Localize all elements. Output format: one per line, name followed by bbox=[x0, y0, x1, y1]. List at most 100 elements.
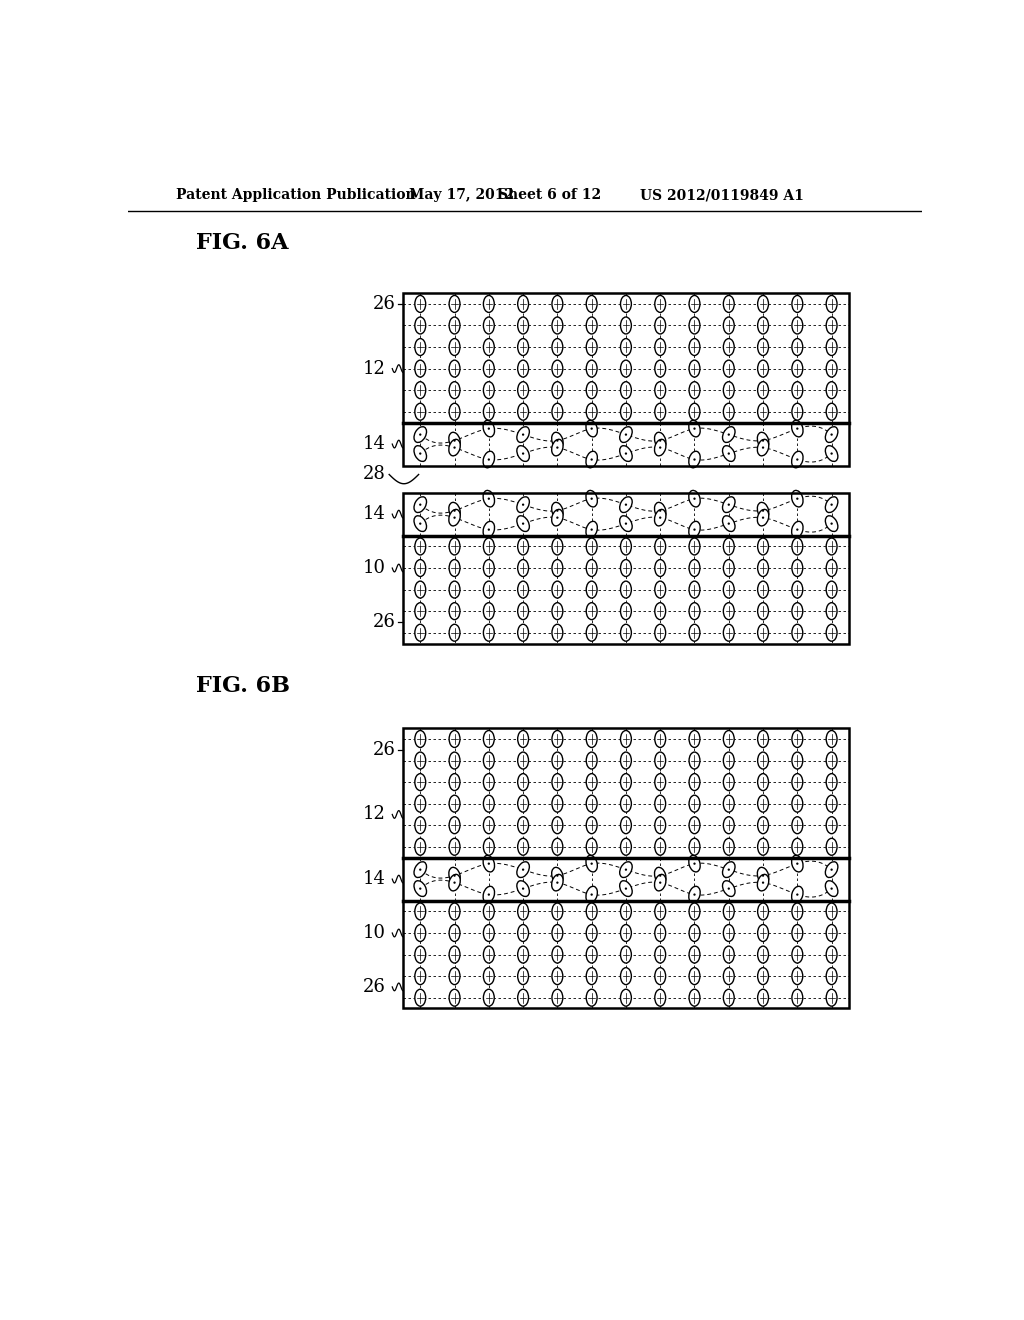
Ellipse shape bbox=[758, 296, 768, 313]
Ellipse shape bbox=[586, 317, 597, 334]
Ellipse shape bbox=[689, 774, 700, 791]
Ellipse shape bbox=[689, 560, 700, 577]
Ellipse shape bbox=[621, 946, 632, 964]
Circle shape bbox=[625, 869, 627, 871]
Ellipse shape bbox=[450, 296, 460, 313]
Circle shape bbox=[522, 433, 524, 436]
Ellipse shape bbox=[449, 432, 460, 449]
Circle shape bbox=[591, 528, 593, 531]
Circle shape bbox=[830, 433, 833, 436]
Ellipse shape bbox=[758, 440, 769, 455]
Ellipse shape bbox=[689, 817, 700, 834]
Circle shape bbox=[454, 440, 456, 442]
Ellipse shape bbox=[415, 968, 426, 985]
Ellipse shape bbox=[415, 539, 426, 554]
Ellipse shape bbox=[450, 838, 460, 855]
Ellipse shape bbox=[758, 503, 769, 519]
Ellipse shape bbox=[586, 451, 597, 467]
Ellipse shape bbox=[450, 968, 460, 985]
Ellipse shape bbox=[792, 491, 803, 507]
Ellipse shape bbox=[826, 752, 837, 770]
Text: May 17, 2012: May 17, 2012 bbox=[409, 189, 514, 202]
Circle shape bbox=[419, 433, 422, 436]
Circle shape bbox=[830, 869, 833, 871]
Ellipse shape bbox=[758, 968, 768, 985]
Ellipse shape bbox=[449, 503, 460, 519]
Ellipse shape bbox=[415, 989, 426, 1006]
Ellipse shape bbox=[415, 774, 426, 791]
Ellipse shape bbox=[483, 491, 495, 507]
Text: 14: 14 bbox=[364, 506, 386, 523]
Ellipse shape bbox=[758, 924, 768, 941]
Ellipse shape bbox=[450, 338, 460, 355]
Circle shape bbox=[454, 874, 456, 876]
Ellipse shape bbox=[792, 624, 803, 642]
Ellipse shape bbox=[518, 903, 528, 920]
Ellipse shape bbox=[483, 560, 495, 577]
Ellipse shape bbox=[518, 795, 528, 812]
Circle shape bbox=[728, 869, 730, 871]
Text: 12: 12 bbox=[364, 359, 386, 378]
Ellipse shape bbox=[415, 404, 426, 420]
Ellipse shape bbox=[483, 855, 495, 873]
Ellipse shape bbox=[792, 560, 803, 577]
Circle shape bbox=[487, 862, 490, 865]
Ellipse shape bbox=[689, 903, 700, 920]
Ellipse shape bbox=[654, 774, 666, 791]
Ellipse shape bbox=[586, 539, 597, 554]
Ellipse shape bbox=[654, 903, 666, 920]
Ellipse shape bbox=[792, 296, 803, 313]
Ellipse shape bbox=[654, 603, 666, 619]
Circle shape bbox=[419, 453, 422, 454]
Text: 28: 28 bbox=[364, 466, 386, 483]
Ellipse shape bbox=[518, 560, 528, 577]
Ellipse shape bbox=[450, 624, 460, 642]
Ellipse shape bbox=[792, 795, 803, 812]
Ellipse shape bbox=[723, 603, 734, 619]
Ellipse shape bbox=[620, 516, 632, 532]
Ellipse shape bbox=[758, 338, 768, 355]
Circle shape bbox=[797, 498, 799, 500]
Ellipse shape bbox=[483, 624, 495, 642]
Ellipse shape bbox=[826, 903, 837, 920]
Circle shape bbox=[556, 882, 558, 884]
Ellipse shape bbox=[758, 404, 768, 420]
Ellipse shape bbox=[621, 404, 632, 420]
Circle shape bbox=[625, 887, 627, 890]
Ellipse shape bbox=[654, 874, 666, 891]
Ellipse shape bbox=[621, 989, 632, 1006]
Ellipse shape bbox=[621, 774, 632, 791]
Circle shape bbox=[830, 523, 833, 525]
Ellipse shape bbox=[689, 338, 700, 355]
Ellipse shape bbox=[517, 862, 529, 878]
Circle shape bbox=[659, 440, 662, 442]
Ellipse shape bbox=[689, 730, 700, 747]
Ellipse shape bbox=[450, 404, 460, 420]
Ellipse shape bbox=[483, 886, 495, 903]
Ellipse shape bbox=[689, 946, 700, 964]
Ellipse shape bbox=[654, 404, 666, 420]
Ellipse shape bbox=[826, 989, 837, 1006]
Ellipse shape bbox=[415, 838, 426, 855]
Circle shape bbox=[522, 503, 524, 506]
Ellipse shape bbox=[723, 903, 734, 920]
Ellipse shape bbox=[723, 516, 735, 532]
Circle shape bbox=[522, 887, 524, 890]
Text: 12: 12 bbox=[364, 805, 386, 824]
Ellipse shape bbox=[723, 560, 734, 577]
Ellipse shape bbox=[723, 730, 734, 747]
Ellipse shape bbox=[415, 752, 426, 770]
Ellipse shape bbox=[552, 989, 563, 1006]
Ellipse shape bbox=[654, 296, 666, 313]
Ellipse shape bbox=[415, 946, 426, 964]
Ellipse shape bbox=[552, 503, 563, 519]
Ellipse shape bbox=[518, 968, 528, 985]
Ellipse shape bbox=[792, 581, 803, 598]
Ellipse shape bbox=[483, 360, 495, 378]
Ellipse shape bbox=[826, 603, 837, 619]
Ellipse shape bbox=[621, 539, 632, 554]
Text: FIG. 6B: FIG. 6B bbox=[197, 675, 290, 697]
Ellipse shape bbox=[723, 774, 734, 791]
Ellipse shape bbox=[552, 539, 563, 554]
Ellipse shape bbox=[792, 420, 803, 437]
